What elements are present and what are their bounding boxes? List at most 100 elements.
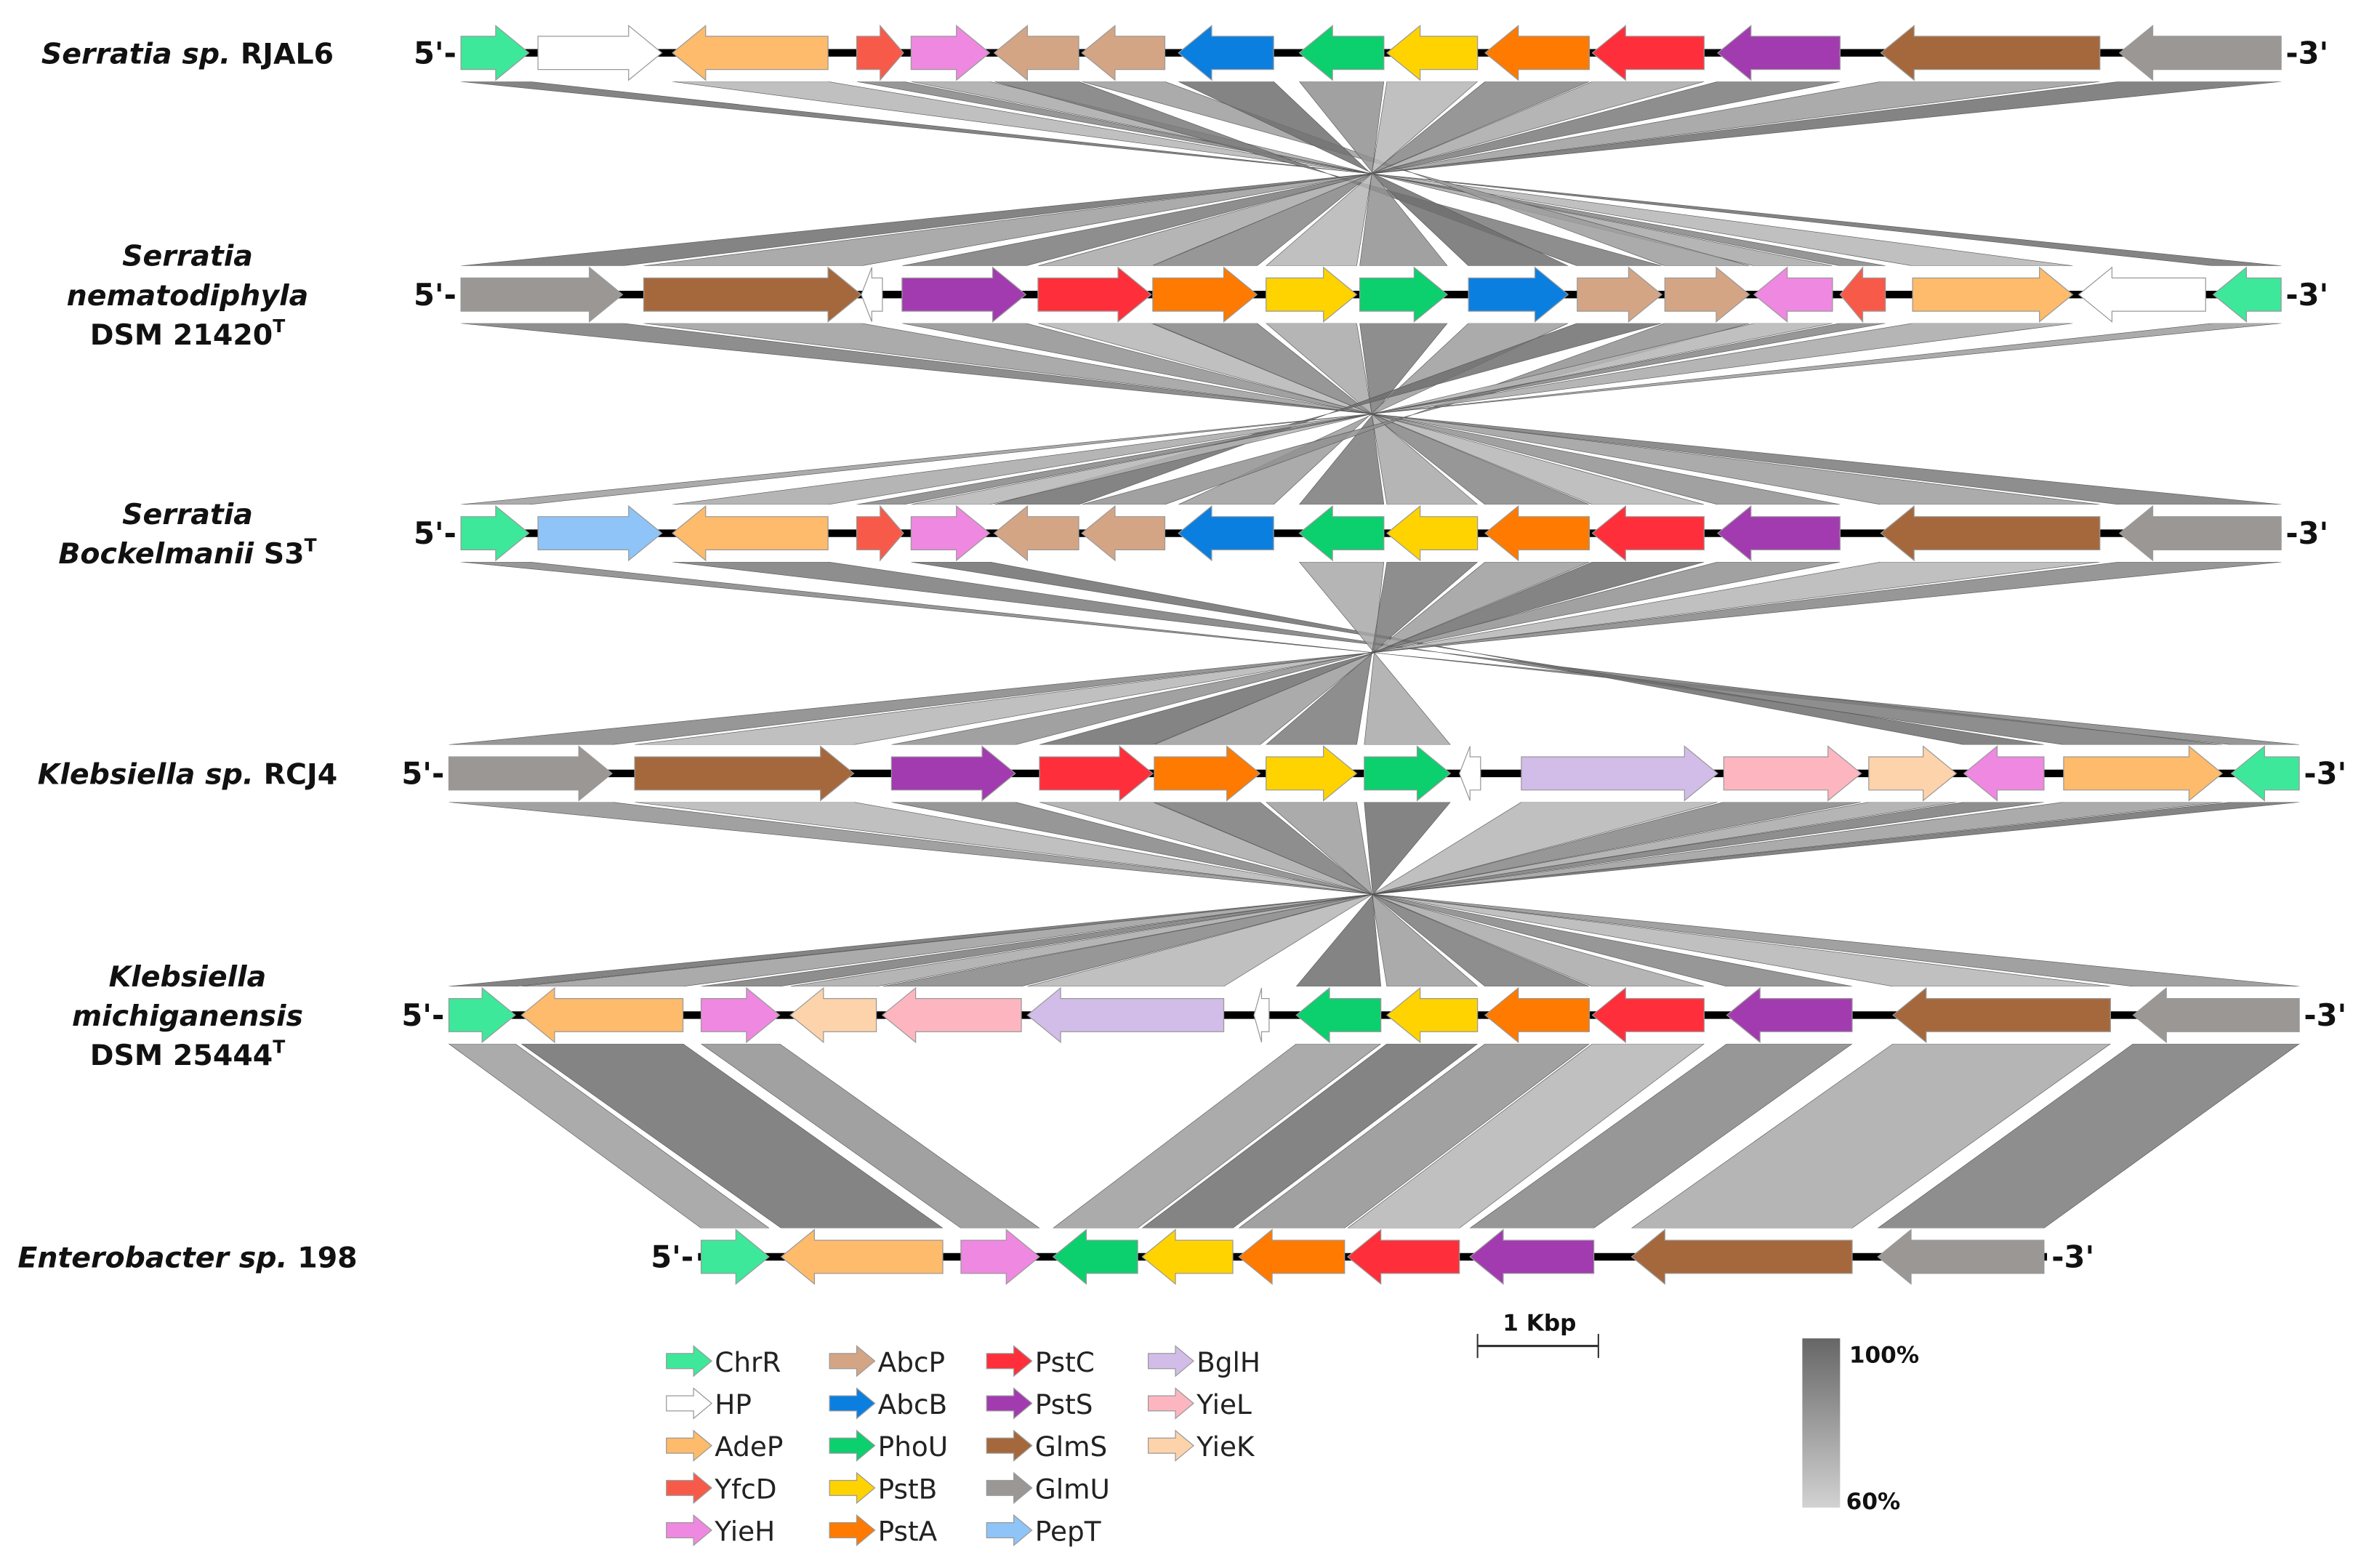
gene-arrow-glmu — [2132, 986, 2300, 1044]
genome-label-part: 198 — [297, 1241, 357, 1274]
gene-arrow-yfcd — [856, 24, 904, 81]
gene-arrow-glmu — [448, 745, 613, 802]
gene-arrow-psts — [1717, 25, 1841, 81]
legend-arrow-icon — [986, 1471, 1033, 1504]
three-prime-label: -3' — [2285, 35, 2328, 71]
legend-arrow-icon — [829, 1429, 876, 1462]
gene-arrow-psta — [1484, 986, 1590, 1044]
genome-label-part: Serratia — [122, 240, 253, 273]
gene-arrow-glms — [1630, 1229, 1853, 1285]
gene-arrow-phou — [1298, 25, 1385, 81]
genome-label: Klebsiella — [109, 960, 267, 994]
genome-label: DSM 25444T — [90, 1036, 286, 1072]
gene-arrow-adep — [2063, 745, 2224, 802]
gene-arrow-abcp — [1081, 504, 1166, 562]
gene-arrow-hp — [1459, 746, 1481, 801]
legend-arrow-icon — [1148, 1429, 1194, 1462]
genome-track: 5'- -3' Enterobacter sp. 198 — [17, 1228, 2094, 1286]
gene-arrow-psts — [890, 745, 1016, 802]
gene-arrow-psts — [1469, 1229, 1595, 1285]
gene-arrow-bglh — [1026, 986, 1225, 1044]
legend-label: GlmU — [1035, 1473, 1110, 1505]
gene-arrow-phou — [1298, 504, 1385, 562]
legend-label: PstS — [1035, 1388, 1093, 1420]
gene-arrow-pstb — [1385, 25, 1479, 81]
genome-label: Enterobacter sp. 198 — [17, 1241, 357, 1274]
gene-arrow-glms — [1880, 504, 2101, 562]
gene-arrow-yieh — [910, 25, 991, 81]
gene-arrow-psta — [1484, 504, 1590, 562]
gene-arrow-glmu — [2118, 504, 2282, 562]
legend-arrow-icon — [666, 1387, 713, 1420]
gene-arrow-phou — [1364, 745, 1452, 802]
gene-arrow-hp — [861, 267, 883, 322]
genome-label: Serratia — [122, 498, 253, 531]
legend-arrow-icon — [666, 1429, 713, 1462]
gene-arrow-psts — [1717, 504, 1841, 562]
gene-arrow-pstc — [1037, 266, 1152, 323]
gene-arrow-yfcd — [1839, 266, 1886, 323]
gene-arrow-glmu — [2118, 25, 2282, 81]
genome-label-part: DSM 25444 — [90, 1039, 273, 1072]
legend-label: PstB — [878, 1473, 938, 1505]
legend-arrow-icon — [829, 1345, 876, 1378]
legend-item: AbcP — [829, 1345, 945, 1378]
gene-arrow-pstb — [1266, 266, 1358, 323]
legend-item: HP — [666, 1387, 752, 1420]
five-prime-label: 5'- — [401, 997, 444, 1033]
scale-bar: 1 Kbp — [1476, 1311, 1599, 1359]
legend-item: YieH — [666, 1513, 775, 1548]
gene-arrow-yieh — [700, 986, 781, 1044]
legend-arrow-icon — [986, 1345, 1033, 1378]
gene-tracks: 5'- -3' Serratia sp. RJAL6 5'- -3' Serratia ne… — [17, 24, 2346, 1286]
genome-label-part: Serratia — [122, 498, 253, 531]
genome-label-part: S3 — [264, 537, 305, 571]
legend-label: HP — [715, 1388, 752, 1420]
gene-arrow-hp — [1253, 987, 1270, 1043]
gene-arrow-pstc — [1591, 504, 1705, 562]
gene-arrow-adep — [1912, 266, 2074, 323]
genome-label-part: michiganensis — [72, 1000, 303, 1033]
five-prime-label: 5'- — [401, 756, 444, 792]
gene-arrow-glmu — [1877, 1229, 2045, 1285]
type-strain-superscript: T — [305, 534, 317, 555]
legend-arrow-icon — [666, 1345, 713, 1378]
gene-arrow-psta — [1484, 25, 1590, 81]
three-prime-label: -3' — [2285, 515, 2328, 551]
legend-label: YieL — [1196, 1388, 1252, 1420]
legend-item: GlmS — [986, 1429, 1108, 1463]
legend-item: PstS — [986, 1387, 1093, 1420]
five-prime-label: 5'- — [651, 1239, 693, 1274]
identity-gradient-bar — [1802, 1338, 1841, 1508]
legend-label: PhoU — [878, 1431, 949, 1463]
gene-arrow-chrr — [460, 25, 530, 81]
genome-label: Serratia sp. RJAL6 — [41, 37, 334, 71]
legend-label: GlmS — [1035, 1431, 1108, 1463]
gene-arrow-chrr — [448, 986, 516, 1044]
legend-item: AbcB — [829, 1387, 947, 1420]
gene-arrow-glms — [634, 745, 855, 802]
genome-track: 5'- -3' Klebsiella sp. RCJ4 — [38, 744, 2346, 803]
gene-arrow-psts — [901, 266, 1027, 323]
gene-arrow-phou — [1295, 986, 1382, 1044]
genome-label-part: Klebsiella — [109, 960, 267, 994]
gene-arrow-pstc — [1591, 986, 1705, 1044]
legend-arrow-icon — [1148, 1387, 1194, 1420]
three-prime-label: -3' — [2304, 756, 2346, 792]
legend-label: YieK — [1196, 1431, 1255, 1463]
gene-arrow-chrr — [700, 1229, 771, 1285]
three-prime-label: -3' — [2051, 1239, 2094, 1274]
gene-arrow-abcb — [1468, 266, 1569, 323]
gene-arrow-yieh — [1753, 266, 1833, 323]
legend-label: YfcD — [714, 1473, 776, 1505]
identity-scale: 100% 60% — [1802, 1338, 1919, 1515]
legend-arrow-icon — [829, 1513, 876, 1547]
genome-label: nematodiphyla — [67, 279, 309, 313]
legend-label: AdeP — [715, 1431, 783, 1463]
gene-arrow-abcp — [1664, 266, 1750, 323]
gene-arrow-psta — [1154, 745, 1261, 802]
genome-label: Klebsiella sp. RCJ4 — [38, 758, 337, 792]
legend-item: PstB — [829, 1471, 938, 1505]
gene-arrow-abcb — [1178, 504, 1274, 562]
